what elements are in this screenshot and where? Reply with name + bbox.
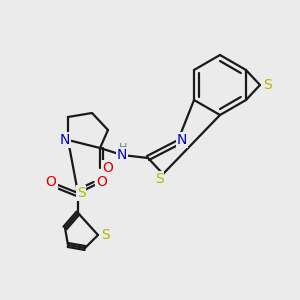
- Text: N: N: [60, 133, 70, 147]
- Text: O: O: [103, 161, 113, 175]
- Text: S: S: [100, 228, 109, 242]
- Text: O: O: [46, 175, 56, 189]
- Text: H: H: [119, 143, 127, 153]
- Text: S: S: [262, 78, 272, 92]
- Text: O: O: [97, 175, 107, 189]
- Text: N: N: [117, 148, 127, 162]
- Text: S: S: [76, 186, 85, 200]
- Text: S: S: [154, 172, 164, 186]
- Text: N: N: [177, 133, 187, 147]
